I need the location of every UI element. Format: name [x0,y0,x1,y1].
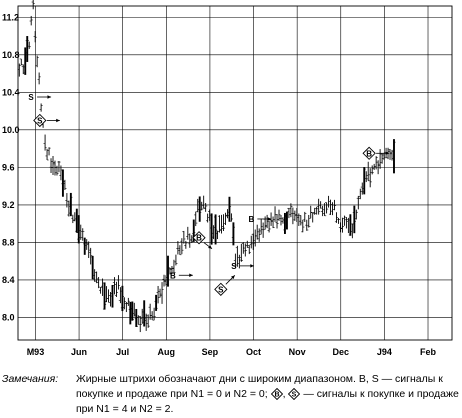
signal-letter: S [231,262,237,271]
chart-note: Замечания: Жирные штрихи обозначают дни … [0,372,462,418]
signal-arrow-head [231,275,235,280]
note-text-part2: — сигналы к покупке и продаже при N1 = 4… [76,388,459,415]
note-label: Замечания: [2,373,59,385]
y-tick-label: 8.8 [2,237,15,247]
y-tick-label: 8.0 [2,312,15,322]
x-axis-ticks: M93 Jun Jul Aug Sep Oct Nov Dec J94 Feb [27,347,437,357]
signal-s: S [28,93,52,102]
signal-b: B [170,271,193,280]
x-tick-label: Oct [246,347,261,357]
diamond-b-icon: B [270,388,283,400]
signal-diamond-s: S [33,113,60,128]
signal-diamond-b: B [192,231,213,250]
y-axis-ticks: 8.0 8.4 8.8 9.2 9.6 10.0 10.4 10.8 11.2 [2,12,20,322]
signal-arrow-head [189,273,193,278]
price-bars [17,0,396,333]
x-tick-label: Jul [116,347,129,357]
diamond-b-letter: B [274,392,279,399]
y-tick-label: 11.2 [2,12,19,22]
signal-letter: B [170,271,176,280]
signal-arrow-head [267,217,272,221]
y-tick-label: 10.4 [2,87,20,97]
signal-arrow-head [208,245,213,249]
signal-arrow-head [47,95,52,99]
diamond-s-icon: S [288,388,301,400]
diamond-s-letter: S [292,392,297,399]
x-tick-label: Nov [289,347,306,357]
price-chart: 8.0 8.4 8.8 9.2 9.6 10.0 10.4 10.8 11.2 M93 Jun Ju… [2,0,453,357]
signal-diamond-b: B [362,146,390,160]
signal-s: S [231,262,254,271]
plot-border [17,5,453,341]
signal-diamond-shape [214,282,228,296]
note-text-part1: Жирные штрихи обозначают дни с широким д… [76,373,443,400]
signal-letter: S [28,93,34,102]
chart-frame [17,5,453,341]
chart-grid [18,6,452,340]
x-tick-label: Jun [71,347,87,357]
signal-diamond-shape [192,231,206,245]
y-tick-label: 8.4 [2,275,15,285]
signal-letter: B [366,149,372,158]
signal-letter: S [37,116,43,125]
signal-diamond-shape [362,146,376,160]
x-tick-label: Sep [202,347,219,357]
signal-arrow-head [385,151,390,156]
x-tick-label: J94 [377,347,392,357]
x-tick-label: Dec [333,347,350,357]
y-tick-label: 9.2 [2,200,15,210]
signal-arrow-head [56,118,60,123]
signal-letter: B [196,234,202,243]
y-tick-label: 10.8 [2,50,20,60]
y-tick-label: 9.6 [2,162,15,172]
y-tick-label: 10.0 [2,125,20,135]
note-text: Жирные штрихи обозначают дни с широким д… [76,372,460,417]
x-tick-label: Feb [420,347,437,357]
note-separator: , [282,388,286,400]
signal-letter: S [218,285,224,294]
signal-diamond-shape [33,113,47,128]
signal-letter: B [248,215,254,224]
signal-b: B [248,215,272,224]
signal-arrow-head [250,264,254,268]
signal-markers: S S B B B S S B [28,93,390,296]
signal-diamond-s: S [214,275,236,296]
x-tick-label: M93 [27,347,45,357]
x-tick-label: Aug [158,347,176,357]
